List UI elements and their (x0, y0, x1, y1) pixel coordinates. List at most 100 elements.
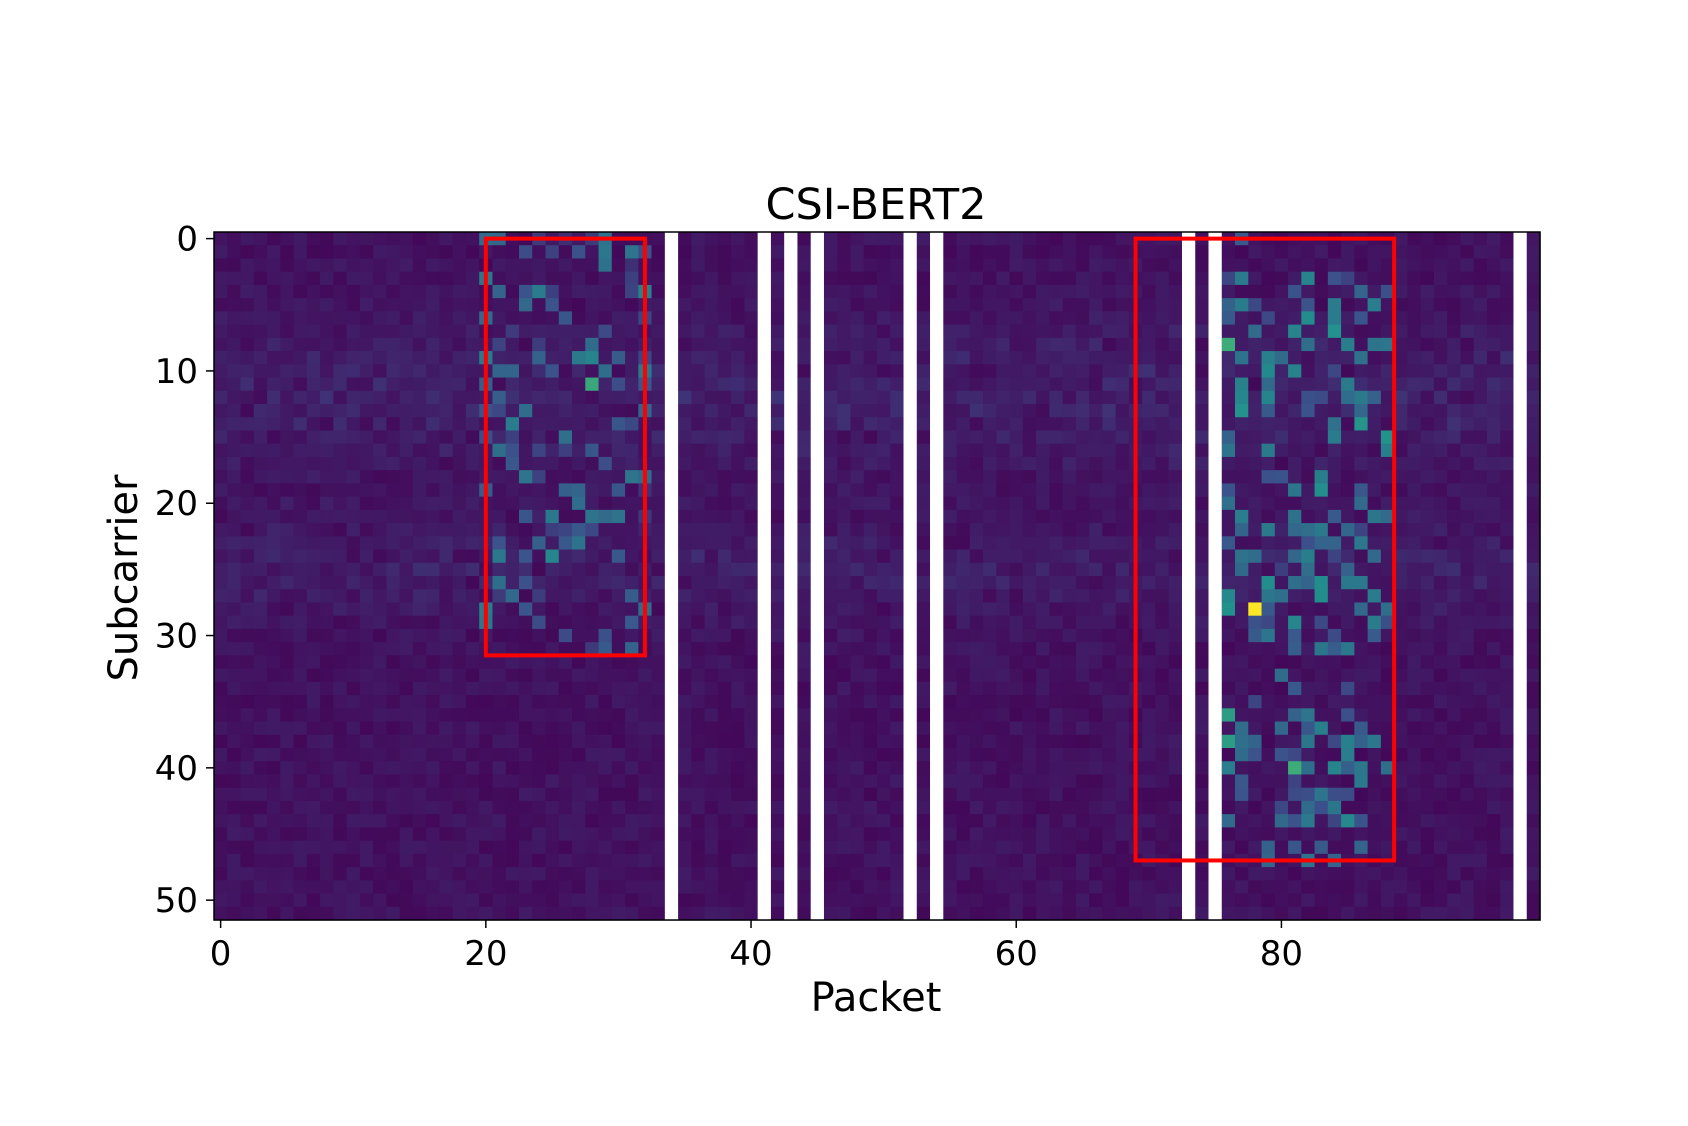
heatmap-cell (983, 668, 997, 683)
heatmap-cell (412, 562, 427, 577)
heatmap-cell (558, 456, 573, 471)
heatmap-cell (1261, 245, 1276, 260)
heatmap-cell (1354, 364, 1369, 379)
heatmap-cell (744, 615, 759, 630)
heatmap-cell (1142, 364, 1157, 379)
heatmap-cell (916, 721, 931, 736)
heatmap-cell (545, 867, 560, 881)
heatmap-cell (505, 271, 520, 286)
heatmap-cell (943, 298, 958, 312)
heatmap-cell (1460, 284, 1475, 299)
heatmap-cell (426, 642, 441, 656)
heatmap-cell (293, 536, 308, 551)
heatmap-cell (532, 695, 547, 709)
heatmap-cell (1248, 351, 1263, 365)
heatmap-cell (1195, 456, 1210, 471)
heatmap-cell (545, 523, 560, 537)
heatmap-cell (267, 880, 281, 895)
heatmap-cell (1367, 483, 1382, 498)
heatmap-cell (1142, 576, 1157, 590)
heatmap-cell (1089, 536, 1104, 551)
heatmap-cell (1261, 589, 1276, 604)
heatmap-cell (280, 840, 295, 855)
heatmap-cell (1168, 430, 1183, 445)
heatmap-cell (452, 417, 467, 432)
heatmap-cell (373, 814, 387, 828)
heatmap-cell (585, 840, 600, 855)
heatmap-cell (1380, 787, 1395, 802)
heatmap-cell (386, 800, 401, 815)
heatmap-cell (1155, 867, 1170, 881)
heatmap-cell (1341, 456, 1355, 471)
heatmap-cell (651, 351, 666, 365)
heatmap-cell (1354, 509, 1369, 524)
heatmap-cell (399, 708, 414, 723)
heatmap-cell (1394, 523, 1408, 537)
heatmap-cell (1301, 324, 1316, 339)
heatmap-cell (1036, 351, 1050, 365)
heatmap-cell (983, 615, 997, 630)
heatmap-cell (253, 787, 268, 802)
heatmap-cell (877, 271, 891, 286)
heatmap-cell (545, 364, 560, 379)
heatmap-cell (373, 337, 387, 352)
heatmap-cell (1261, 496, 1276, 511)
heatmap-cell (373, 708, 387, 723)
heatmap-cell (837, 615, 852, 630)
heatmap-cell (717, 404, 732, 418)
heatmap-cell (717, 562, 732, 577)
heatmap-cell (1155, 734, 1170, 749)
heatmap-cell (1062, 734, 1077, 749)
heatmap-cell (1380, 364, 1395, 379)
heatmap-cell (691, 417, 706, 432)
heatmap-cell (625, 470, 639, 484)
heatmap-cell (333, 337, 348, 352)
heatmap-cell (1248, 655, 1263, 670)
heatmap-cell (359, 483, 374, 498)
heatmap-cell (1235, 430, 1249, 445)
heatmap-cell (306, 364, 321, 379)
heatmap-cell (996, 695, 1011, 709)
heatmap-cell (267, 814, 281, 828)
heatmap-cell (465, 906, 480, 921)
heatmap-cell (1075, 695, 1090, 709)
heatmap-cell (969, 840, 984, 855)
heatmap-cell (426, 761, 441, 776)
heatmap-cell (320, 245, 334, 260)
heatmap-cell (863, 827, 878, 842)
heatmap-cell (1155, 364, 1170, 379)
heatmap-cell (333, 853, 348, 868)
heatmap-cell (651, 642, 666, 656)
heatmap-cell (280, 509, 295, 524)
heatmap-cell (399, 867, 414, 881)
heatmap-cell (1447, 615, 1462, 630)
heatmap-cell (227, 906, 242, 921)
heatmap-cell (916, 549, 931, 564)
heatmap-cell (996, 483, 1011, 498)
heatmap-cell (598, 271, 613, 286)
heatmap-cell (214, 337, 228, 352)
heatmap-cell (1195, 774, 1210, 789)
heatmap-cell (1195, 800, 1210, 815)
heatmap-cell (465, 562, 480, 577)
heatmap-cell (704, 655, 719, 670)
heatmap-cell (638, 721, 653, 736)
heatmap-cell (943, 311, 958, 326)
heatmap-cell (1473, 761, 1488, 776)
heatmap-cell (505, 576, 520, 590)
heatmap-cell (850, 681, 865, 696)
heatmap-cell (850, 417, 865, 432)
heatmap-cell (996, 628, 1011, 643)
heatmap-cell (320, 404, 334, 418)
heatmap-cell (1115, 893, 1130, 908)
heatmap-cell (1089, 351, 1104, 365)
heatmap-cell (320, 549, 334, 564)
heatmap-cell (1049, 814, 1064, 828)
heatmap-cell (253, 562, 268, 577)
heatmap-cell (253, 351, 268, 365)
heatmap-cell (386, 390, 401, 405)
heatmap-cell (572, 840, 586, 855)
heatmap-cell (240, 364, 255, 379)
heatmap-cell (227, 483, 242, 498)
heatmap-cell (545, 748, 560, 762)
